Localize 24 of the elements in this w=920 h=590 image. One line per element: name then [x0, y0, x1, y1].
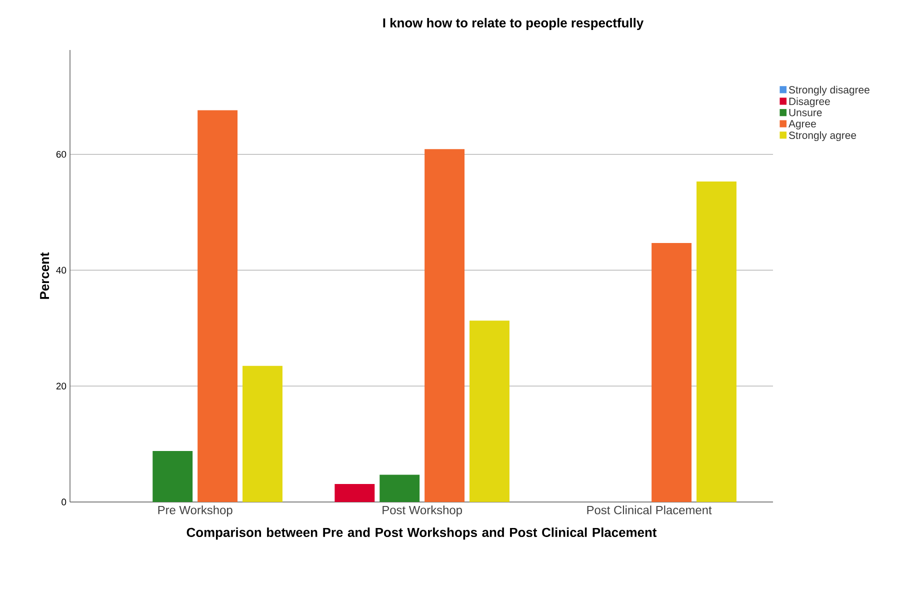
x-tick-label: Post Clinical Placement	[587, 506, 712, 514]
y-tick-label: 0	[62, 498, 66, 506]
y-tick-label: 60	[56, 150, 66, 158]
y-tick-label: 40	[56, 266, 66, 274]
y-tick-label: 20	[56, 382, 66, 390]
chart-title: I know how to relate to people respectfully	[383, 18, 644, 30]
legend-label: Disagree	[789, 97, 830, 108]
legend-label: Strongly disagree	[788, 86, 870, 96]
x-axis-title: Comparison between Pre and Post Workshops and Post Clinical Placement	[186, 527, 657, 540]
bar	[652, 242, 692, 502]
bar	[242, 366, 282, 502]
x-tick-label: Pre Workshop	[158, 506, 232, 517]
bar	[470, 320, 510, 502]
x-tick-label: Post Workshop	[382, 506, 462, 517]
bar	[334, 484, 375, 502]
bar	[198, 110, 238, 502]
bar	[424, 149, 465, 502]
bar	[380, 474, 420, 502]
bar	[696, 182, 736, 502]
legend-label: Strongly agree	[788, 131, 856, 142]
bar	[152, 451, 193, 502]
legend-label: Agree	[788, 120, 816, 130]
legend-label: Unsure	[789, 108, 822, 116]
y-axis-title: Percent	[40, 252, 50, 299]
